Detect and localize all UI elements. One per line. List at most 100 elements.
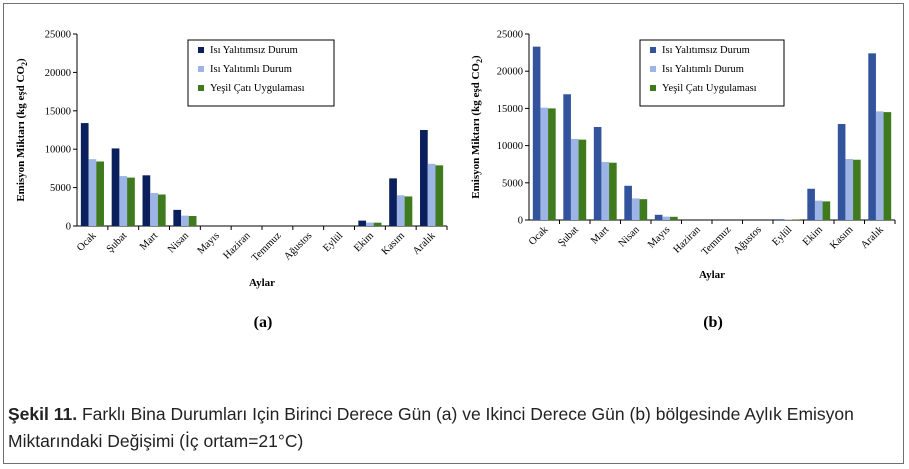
x-tick-label: Aralık <box>859 224 886 251</box>
x-tick-label: Haziran <box>672 224 704 256</box>
x-tick-label: Temmuz <box>700 224 734 258</box>
bar <box>807 188 815 220</box>
caption-label: Şekil 11. <box>8 404 78 424</box>
x-tick-label: Ocak <box>527 224 551 248</box>
x-tick-label: Şubat <box>105 230 130 255</box>
y-axis-title: Emisyon Miktarı (kg eşd CO2) <box>15 58 29 202</box>
legend-box <box>187 39 335 107</box>
bar <box>150 192 158 226</box>
panel-label: (a) <box>254 314 273 331</box>
bar <box>822 201 831 220</box>
bar <box>389 178 397 226</box>
y-tick-label: 20000 <box>45 68 71 79</box>
legend-box <box>639 39 785 107</box>
legend-label: Isı Yalıtımlı Durum <box>662 64 744 75</box>
bar <box>366 222 374 226</box>
legend-swatch <box>650 85 656 91</box>
x-tick-label: Ekim <box>352 230 376 254</box>
bar <box>570 138 579 220</box>
bar <box>837 124 846 220</box>
bar <box>662 216 671 220</box>
x-tick-label: Ocak <box>75 230 99 254</box>
bar <box>654 214 663 220</box>
bar <box>853 159 861 220</box>
bar <box>181 215 189 226</box>
x-tick-label: Haziran <box>221 230 253 262</box>
bar <box>776 219 785 220</box>
x-tick-label: Nisan <box>617 224 643 250</box>
bar <box>396 195 405 226</box>
y-tick-label: 0 <box>66 222 71 233</box>
bar <box>548 108 556 220</box>
x-tick-label: Ağustos <box>282 230 314 262</box>
y-tick-label: 20000 <box>497 67 523 78</box>
x-tick-label: Şubat <box>556 224 581 249</box>
legend-label: Yeşil Çatı Uygulaması <box>662 83 757 94</box>
x-tick-label: Mart <box>589 224 611 246</box>
legend-swatch <box>198 66 204 72</box>
x-tick-label: Eylül <box>321 230 345 254</box>
chart-a: 0 5000 10000 15000 20000 25000 Ocak Şubat Mart Ni… <box>15 30 448 331</box>
x-tick-label: Eylül <box>771 224 795 248</box>
bar <box>593 127 602 220</box>
y-tick-label: 10000 <box>45 145 71 156</box>
legend-swatch <box>650 47 656 53</box>
bar <box>427 163 436 226</box>
bar <box>119 176 128 226</box>
bar <box>188 216 197 226</box>
panel-label: (b) <box>703 314 723 331</box>
x-tick-label: Temmuz <box>250 230 284 264</box>
y-tick-label: 15000 <box>45 106 71 117</box>
legend-label: Yeşil Çatı Uygulaması <box>210 83 305 94</box>
bar <box>883 112 892 220</box>
x-axis-title: Aylar <box>249 277 275 289</box>
chart-b: 0 5000 10000 15000 20000 25000 Ocak Şubat Mart Ni… <box>470 30 896 331</box>
bar <box>814 200 823 220</box>
y-tick-label: 25000 <box>497 30 523 41</box>
legend-label: Isı Yalıtımsız Durum <box>210 45 298 56</box>
bar <box>639 199 648 220</box>
y-tick-label: 15000 <box>497 104 523 115</box>
bar <box>157 194 166 226</box>
bar <box>142 175 151 226</box>
bar <box>173 209 182 226</box>
x-tick-label: Kasım <box>380 230 407 257</box>
bar <box>670 216 678 220</box>
legend-swatch <box>650 66 656 72</box>
legend-label: Isı Yalıtımlı Durum <box>210 64 292 75</box>
bar <box>540 107 549 220</box>
y-tick-label: 5000 <box>50 183 71 194</box>
figure-caption: Şekil 11. Farklı Bina Durumları Için Bir… <box>8 401 903 455</box>
bar <box>127 177 135 226</box>
bar <box>404 196 413 226</box>
bar <box>88 159 97 226</box>
y-tick-label: 10000 <box>497 141 523 152</box>
y-tick-label: 5000 <box>502 178 523 189</box>
bar <box>373 222 382 226</box>
y-axis-title: Emisyon Miktarı (kg eşd CO2) <box>470 55 484 199</box>
x-tick-label: Kasım <box>828 224 855 251</box>
bar <box>578 139 587 220</box>
x-tick-label: Ağustos <box>732 224 764 256</box>
bar <box>532 46 541 221</box>
legend-label: Isı Yalıtımsız Durum <box>662 45 750 56</box>
legend-swatch <box>198 85 204 91</box>
figure-frame <box>3 3 904 464</box>
bar <box>609 162 617 220</box>
caption-text: Farklı Bina Durumları Için Birinci Derec… <box>8 404 854 451</box>
bar <box>601 161 610 220</box>
legend-swatch <box>198 47 204 53</box>
bar <box>420 130 428 226</box>
x-tick-label: Nisan <box>166 230 192 256</box>
bar <box>631 198 640 220</box>
bar <box>868 53 876 221</box>
bar <box>563 94 571 220</box>
y-tick-label: 25000 <box>45 30 71 41</box>
x-axis-title: Aylar <box>699 269 725 281</box>
x-tick-label: Mayıs <box>196 230 222 256</box>
bar <box>845 158 854 220</box>
x-tick-label: Aralık <box>411 230 438 257</box>
x-tick-label: Mayıs <box>646 224 672 250</box>
bar <box>358 220 367 226</box>
